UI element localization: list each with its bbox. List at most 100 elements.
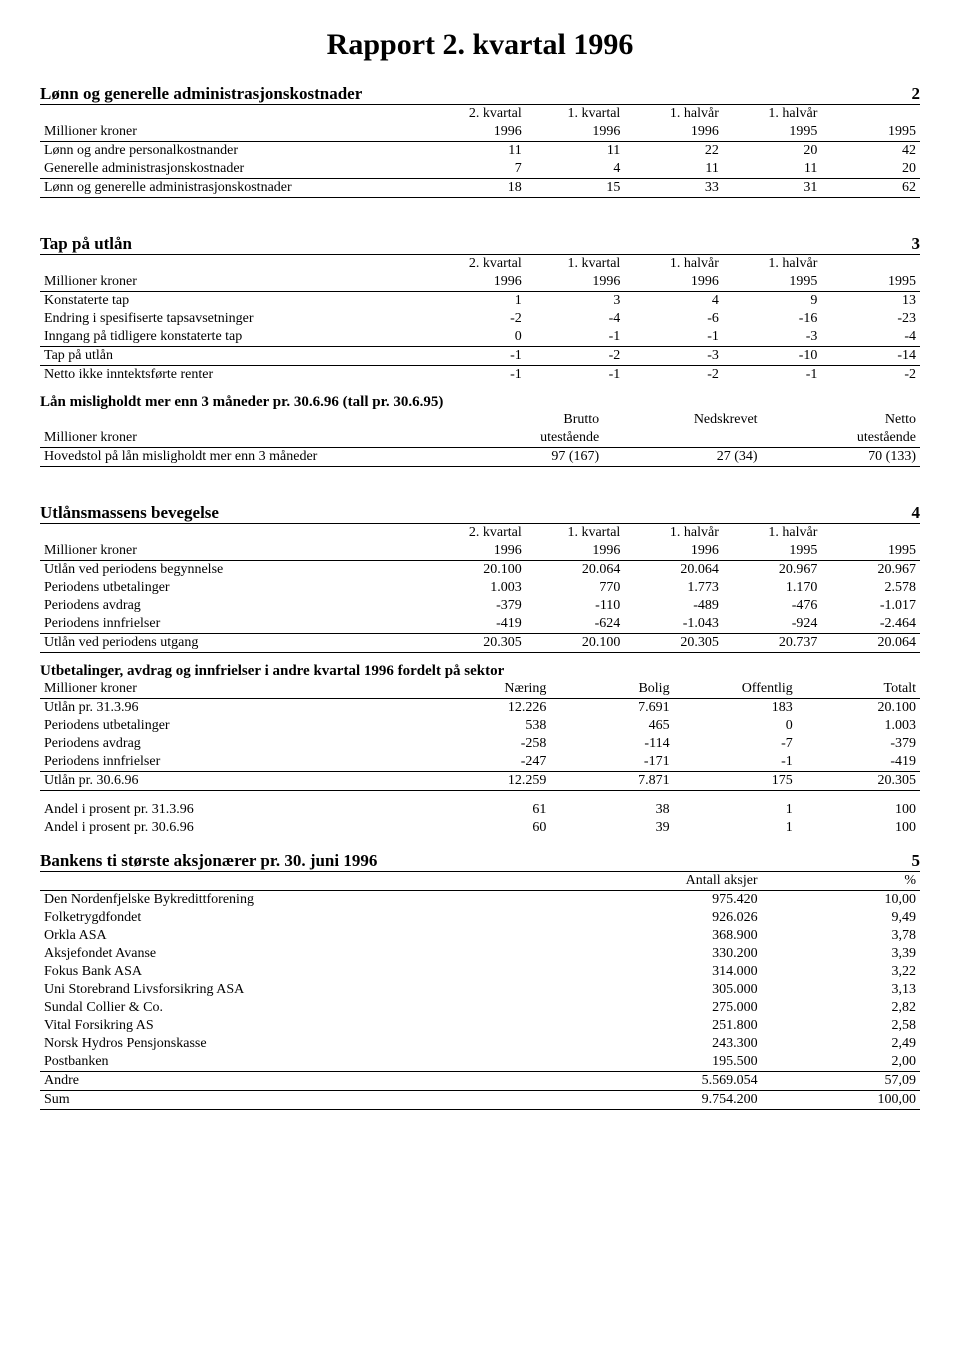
table-header-row: Millioner kroner 1996 1996 1996 1995 199… <box>40 542 920 561</box>
col-header: 1995 <box>723 273 822 292</box>
cell: 9.754.200 <box>603 1091 761 1110</box>
cell: 20.064 <box>526 561 625 580</box>
cell: -2 <box>526 347 625 366</box>
cell: 0 <box>427 328 526 347</box>
cell: 465 <box>550 717 673 735</box>
table-header-row: 2. kvartal 1. kvartal 1. halvår 1. halvå… <box>40 105 920 123</box>
cell: 2.578 <box>821 579 920 597</box>
cell: 20.305 <box>797 772 920 791</box>
table-row: Andel i prosent pr. 31.3.96 61 38 1 100 <box>40 801 920 819</box>
col-header: 1996 <box>427 123 526 142</box>
table-header-row: Millioner kroner 1996 1996 1996 1995 199… <box>40 123 920 142</box>
cell: 538 <box>427 717 550 735</box>
table-header-row: Brutto Nedskrevet Netto <box>40 411 920 429</box>
table-row: Periodens utbetalinger 538 465 0 1.003 <box>40 717 920 735</box>
col-header <box>821 105 920 123</box>
table-row: Postbanken195.5002,00 <box>40 1053 920 1072</box>
table-row: Tap på utlån -1 -2 -3 -10 -14 <box>40 347 920 366</box>
cell: 42 <box>821 142 920 161</box>
table-row: Inngang på tidligere konstaterte tap 0 -… <box>40 328 920 347</box>
cell: -1 <box>723 366 822 385</box>
cell: -1 <box>427 347 526 366</box>
section-3-subtitle: Lån misligholdt mer enn 3 måneder pr. 30… <box>40 394 920 411</box>
table-header-row: Antall aksjer % <box>40 872 920 891</box>
col-header: Antall aksjer <box>603 872 761 891</box>
cell: -114 <box>550 735 673 753</box>
cell: 3,78 <box>762 927 920 945</box>
cell: 100,00 <box>762 1091 920 1110</box>
col-header: 1995 <box>723 542 822 561</box>
cell: 39 <box>550 819 673 837</box>
cell: 9 <box>723 292 822 311</box>
cell: 4 <box>526 160 625 179</box>
table-row: Fokus Bank ASA314.0003,22 <box>40 963 920 981</box>
cell: 11 <box>723 160 822 179</box>
section-4-header: Utlånsmassens bevegelse 4 <box>40 503 920 524</box>
col-header: % <box>762 872 920 891</box>
table-header-row: 2. kvartal 1. kvartal 1. halvår 1. halvå… <box>40 524 920 542</box>
cell: -1 <box>526 366 625 385</box>
table-row: Sundal Collier & Co.275.0002,82 <box>40 999 920 1017</box>
cell: 368.900 <box>603 927 761 945</box>
col-header: 1. halvår <box>624 105 723 123</box>
row-header-label: Millioner kroner <box>40 429 445 448</box>
row-label: Norsk Hydros Pensjonskasse <box>40 1035 603 1053</box>
table-row: Periodens avdrag -258 -114 -7 -379 <box>40 735 920 753</box>
cell: 97 (167) <box>445 448 603 467</box>
col-header <box>821 255 920 273</box>
row-label: Sundal Collier & Co. <box>40 999 603 1017</box>
cell: 9,49 <box>762 909 920 927</box>
cell: 62 <box>821 179 920 198</box>
cell: 3,39 <box>762 945 920 963</box>
cell: 975.420 <box>603 891 761 910</box>
cell: -3 <box>723 328 822 347</box>
cell: 243.300 <box>603 1035 761 1053</box>
cell: 20 <box>821 160 920 179</box>
cell: 20.100 <box>797 699 920 718</box>
cell: -2 <box>821 366 920 385</box>
section-2-number: 2 <box>912 84 921 104</box>
page-title: Rapport 2. kvartal 1996 <box>40 28 920 62</box>
cell: 12.259 <box>427 772 550 791</box>
cell: 10,00 <box>762 891 920 910</box>
col-header: 1995 <box>723 123 822 142</box>
cell: 0 <box>674 717 797 735</box>
cell: 7.871 <box>550 772 673 791</box>
col-header: 1. halvår <box>624 255 723 273</box>
table-row: Utlån pr. 31.3.96 12.226 7.691 183 20.10… <box>40 699 920 718</box>
row-label: Sum <box>40 1091 603 1110</box>
section-4-subtitle: Utbetalinger, avdrag og innfrielser i an… <box>40 663 920 680</box>
table-row: Lønn og andre personalkostnander 11 11 2… <box>40 142 920 161</box>
cell: -110 <box>526 597 625 615</box>
row-label: Periodens innfrielser <box>40 753 427 772</box>
row-label: Periodens utbetalinger <box>40 579 427 597</box>
cell: -1 <box>674 753 797 772</box>
row-header-label: Millioner kroner <box>40 680 427 699</box>
row-label: Lønn og andre personalkostnander <box>40 142 427 161</box>
table-row: Vital Forsikring AS251.8002,58 <box>40 1017 920 1035</box>
col-header: 1996 <box>624 123 723 142</box>
section-3-number: 3 <box>912 234 921 254</box>
cell: -7 <box>674 735 797 753</box>
cell: -1 <box>427 366 526 385</box>
table-losses: 2. kvartal 1. kvartal 1. halvår 1. halvå… <box>40 255 920 384</box>
cell: 11 <box>427 142 526 161</box>
cell: 2,00 <box>762 1053 920 1072</box>
cell: 3,22 <box>762 963 920 981</box>
cell: 11 <box>624 160 723 179</box>
cell: 20 <box>723 142 822 161</box>
cell: 1.170 <box>723 579 822 597</box>
cell: -419 <box>427 615 526 634</box>
col-header: 1. kvartal <box>526 255 625 273</box>
col-header: 1995 <box>821 123 920 142</box>
col-header: 1. kvartal <box>526 105 625 123</box>
table-row: Generelle administrasjonskostnader 7 4 1… <box>40 160 920 179</box>
cell: -476 <box>723 597 822 615</box>
table-row: Konstaterte tap 1 3 4 9 13 <box>40 292 920 311</box>
cell: 2,58 <box>762 1017 920 1035</box>
cell: -2.464 <box>821 615 920 634</box>
cell: 3 <box>526 292 625 311</box>
cell: 31 <box>723 179 822 198</box>
cell: 314.000 <box>603 963 761 981</box>
cell: 11 <box>526 142 625 161</box>
